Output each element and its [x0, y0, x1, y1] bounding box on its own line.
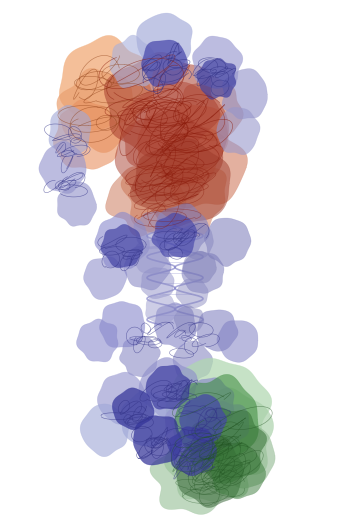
- Polygon shape: [146, 294, 177, 324]
- Polygon shape: [121, 147, 226, 236]
- Polygon shape: [162, 127, 247, 208]
- Polygon shape: [156, 203, 210, 257]
- Polygon shape: [136, 13, 192, 70]
- Polygon shape: [212, 425, 275, 488]
- Polygon shape: [174, 305, 204, 333]
- Polygon shape: [39, 141, 86, 193]
- Polygon shape: [211, 442, 266, 499]
- Polygon shape: [119, 337, 160, 377]
- Polygon shape: [206, 401, 249, 450]
- Polygon shape: [95, 212, 149, 269]
- Polygon shape: [217, 321, 258, 362]
- Polygon shape: [84, 257, 127, 300]
- Polygon shape: [139, 357, 197, 419]
- Polygon shape: [110, 35, 157, 88]
- Polygon shape: [133, 239, 169, 274]
- Polygon shape: [104, 52, 220, 158]
- Polygon shape: [183, 251, 216, 283]
- Polygon shape: [119, 82, 229, 182]
- Polygon shape: [190, 407, 267, 484]
- Polygon shape: [57, 182, 97, 226]
- Polygon shape: [173, 341, 213, 383]
- Polygon shape: [154, 303, 196, 348]
- Polygon shape: [178, 223, 214, 259]
- Polygon shape: [59, 36, 153, 130]
- Polygon shape: [146, 365, 190, 409]
- Polygon shape: [124, 246, 171, 290]
- Polygon shape: [197, 310, 238, 351]
- Polygon shape: [182, 252, 224, 293]
- Polygon shape: [130, 138, 230, 227]
- Polygon shape: [165, 401, 221, 460]
- Polygon shape: [49, 105, 91, 157]
- Polygon shape: [77, 319, 118, 362]
- Polygon shape: [176, 279, 208, 308]
- Polygon shape: [141, 40, 188, 87]
- Polygon shape: [180, 395, 227, 442]
- Polygon shape: [141, 268, 174, 299]
- Polygon shape: [204, 218, 251, 267]
- Polygon shape: [175, 374, 258, 461]
- Polygon shape: [57, 69, 136, 152]
- Polygon shape: [182, 388, 274, 478]
- Polygon shape: [99, 301, 145, 347]
- Polygon shape: [186, 378, 234, 429]
- Polygon shape: [112, 388, 154, 430]
- Polygon shape: [167, 427, 217, 476]
- Polygon shape: [222, 69, 267, 119]
- Polygon shape: [138, 100, 228, 186]
- Polygon shape: [115, 111, 223, 201]
- Polygon shape: [166, 358, 272, 464]
- Polygon shape: [97, 372, 148, 424]
- Polygon shape: [134, 212, 174, 249]
- Polygon shape: [193, 36, 243, 89]
- Polygon shape: [217, 107, 260, 155]
- Polygon shape: [197, 58, 236, 100]
- Polygon shape: [164, 417, 253, 501]
- Polygon shape: [80, 404, 130, 457]
- Polygon shape: [177, 76, 243, 141]
- Polygon shape: [101, 224, 144, 268]
- Polygon shape: [53, 100, 123, 169]
- Polygon shape: [121, 391, 175, 446]
- Polygon shape: [176, 436, 244, 508]
- Polygon shape: [150, 440, 233, 515]
- Polygon shape: [152, 213, 197, 257]
- Polygon shape: [133, 416, 182, 465]
- Polygon shape: [106, 166, 186, 236]
